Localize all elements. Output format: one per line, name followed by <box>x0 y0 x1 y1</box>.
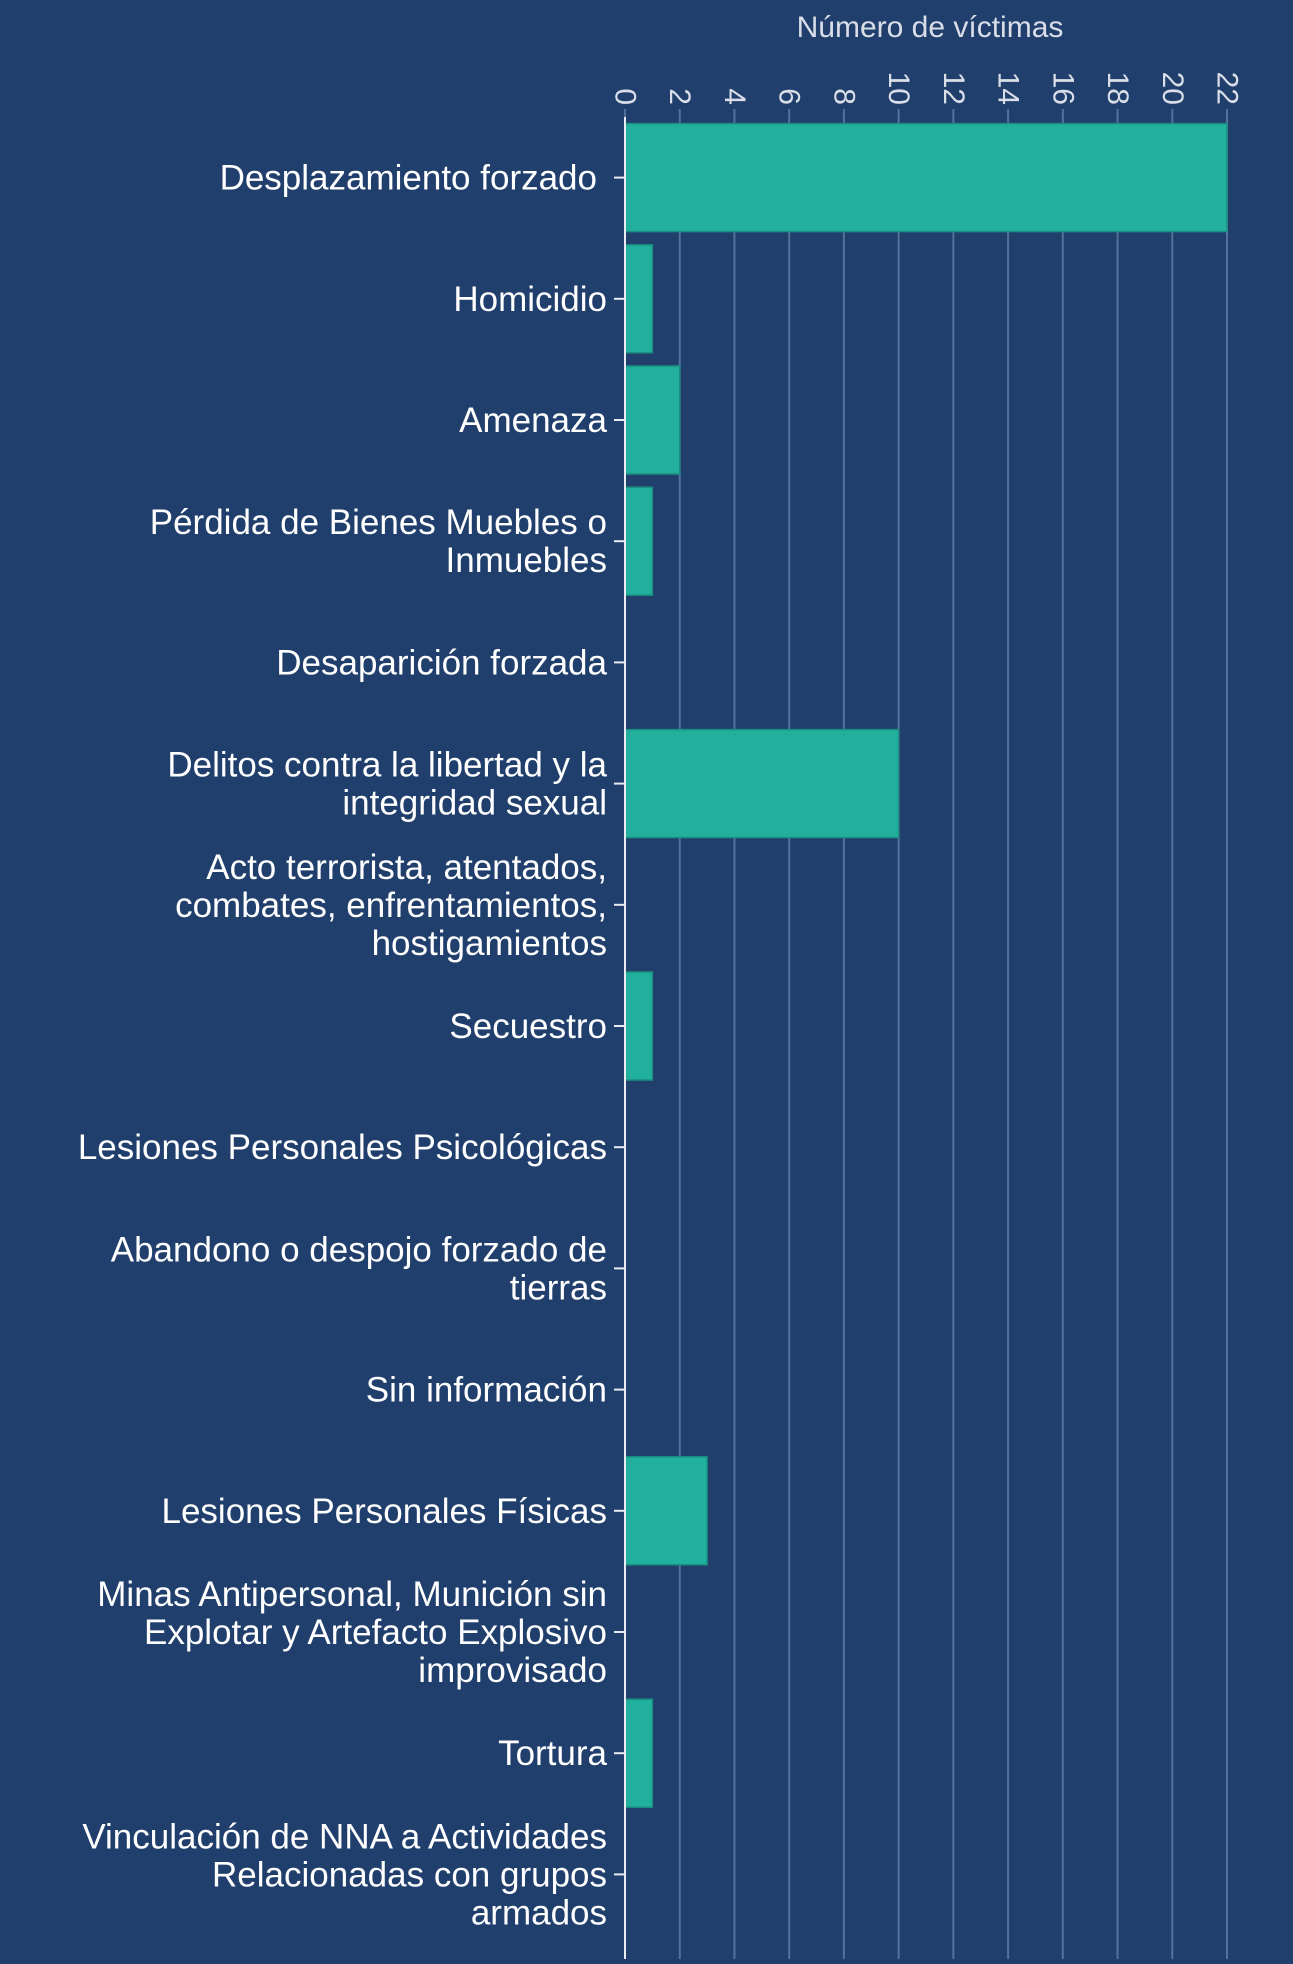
category-label-line: Tortura <box>498 1734 607 1773</box>
category-label-line: Homicidio <box>453 280 607 319</box>
x-axis-title: Número de víctimas <box>797 11 1064 44</box>
category-label: Vinculación de NNA a Actividades Relacion… <box>82 1817 607 1932</box>
x-tick-label: 12 <box>937 72 970 105</box>
x-tick-label: 22 <box>1211 72 1244 105</box>
category-label-line: tierras <box>510 1268 607 1307</box>
category-label-line: Acto terrorista, atentados, <box>206 848 607 887</box>
grid-lines <box>678 117 1228 1959</box>
category-label-line: Abandono o despojo forzado de <box>111 1230 607 1269</box>
category-label: Acto terrorista, atentados, combates, enf… <box>175 848 607 963</box>
category-label: Lesiones Personales Físicas <box>162 1492 608 1531</box>
x-tick-label: 18 <box>1101 72 1134 105</box>
category-label-line: Secuestro <box>449 1007 607 1046</box>
category-label: Homicidio <box>453 280 607 319</box>
bar[interactable] <box>624 244 654 354</box>
category-label: Desplazamiento forzado <box>220 159 597 198</box>
x-tick-label: 4 <box>718 88 751 105</box>
category-label-line: improvisado <box>418 1651 607 1690</box>
x-tick-label: 8 <box>827 88 860 105</box>
bar[interactable] <box>624 365 681 475</box>
x-tick-label: 10 <box>882 72 915 105</box>
bar[interactable] <box>624 486 654 596</box>
x-tick-label: 6 <box>773 88 806 105</box>
category-label: Sin información <box>366 1371 607 1410</box>
category-labels: Desplazamiento forzado Homicidio Amenaza Pé… <box>78 159 608 1933</box>
x-tick-label: 2 <box>663 88 696 105</box>
category-label-line: hostigamientos <box>372 924 607 963</box>
x-tick-label: 16 <box>1046 72 1079 105</box>
category-label-line: Vinculación de NNA a Actividades <box>82 1817 607 1856</box>
category-label: Lesiones Personales Psicológicas <box>78 1128 607 1167</box>
category-label-line: integridad sexual <box>342 784 607 823</box>
x-tick-label: 0 <box>609 88 642 105</box>
category-label-line: Desaparición forzada <box>276 643 607 682</box>
category-label-line: Amenaza <box>459 401 607 440</box>
category-label: Pérdida de Bienes Muebles o Inmuebles <box>150 503 607 580</box>
bar[interactable] <box>624 122 1228 233</box>
x-tick-label: 14 <box>992 72 1025 105</box>
category-label-line: Pérdida de Bienes Muebles o <box>150 503 607 542</box>
category-label-line: Relacionadas con grupos <box>212 1855 607 1894</box>
x-tick-label: 20 <box>1156 72 1189 105</box>
category-label: Amenaza <box>459 401 607 440</box>
category-label-line: Inmuebles <box>446 541 607 580</box>
bars <box>624 122 1228 1808</box>
category-label-line: Delitos contra la libertad y la <box>167 746 607 785</box>
category-label-line: combates, enfrentamientos, <box>175 886 607 925</box>
category-label-line: Minas Antipersonal, Munición sin <box>97 1575 607 1614</box>
category-label: Abandono o despojo forzado de tierras <box>111 1230 607 1307</box>
category-label: Desaparición forzada <box>276 643 607 682</box>
bar[interactable] <box>624 971 654 1081</box>
bar[interactable] <box>624 1456 708 1566</box>
category-label-line: Desplazamiento forzado <box>220 159 597 198</box>
category-label-line: armados <box>471 1893 607 1932</box>
category-label-line: Explotar y Artefacto Explosivo <box>144 1613 607 1652</box>
category-label: Tortura <box>498 1734 607 1773</box>
axes: 0 2 4 6 8 10 12 14 16 18 20 22 <box>609 72 1244 1959</box>
bar[interactable] <box>624 1698 654 1808</box>
category-label: Delitos contra la libertad y la integrida… <box>167 746 607 823</box>
bar[interactable] <box>624 728 900 839</box>
category-label-line: Sin información <box>366 1371 607 1410</box>
category-label-line: Lesiones Personales Psicológicas <box>78 1128 607 1167</box>
category-label: Secuestro <box>449 1007 607 1046</box>
category-label-line: Lesiones Personales Físicas <box>162 1492 608 1531</box>
category-label: Minas Antipersonal, Munición sin Explotar… <box>97 1575 607 1690</box>
